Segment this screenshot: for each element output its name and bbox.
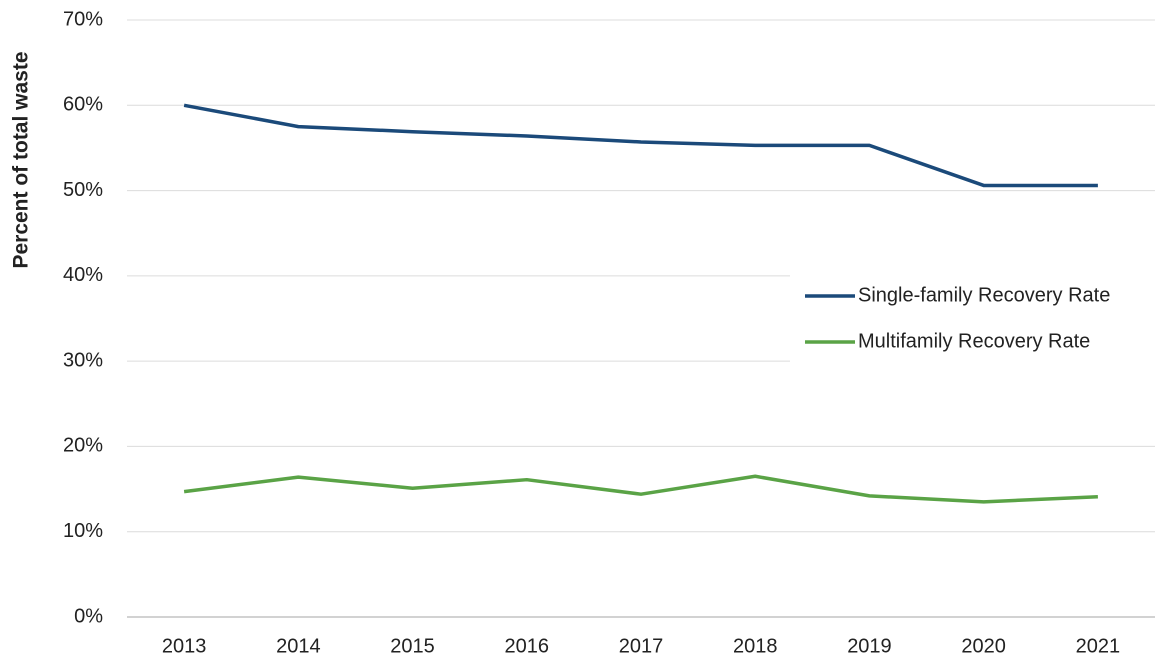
x-tick-label: 2016 xyxy=(505,635,550,657)
legend-label: Multifamily Recovery Rate xyxy=(858,330,1090,352)
x-tick-label: 2014 xyxy=(276,635,321,657)
legend-box xyxy=(790,270,1160,370)
x-tick-label: 2020 xyxy=(961,635,1006,657)
x-tick-label: 2019 xyxy=(847,635,892,657)
y-tick-label: 0% xyxy=(74,605,103,627)
legend-label: Single-family Recovery Rate xyxy=(858,284,1110,306)
y-tick-label: 30% xyxy=(63,349,103,371)
y-tick-label: 40% xyxy=(63,264,103,286)
y-axis-label: Percent of total waste xyxy=(10,51,33,268)
x-tick-label: 2017 xyxy=(619,635,664,657)
series-line xyxy=(183,474,1098,504)
y-tick-label: 20% xyxy=(63,435,103,457)
y-tick-label: 50% xyxy=(63,179,103,201)
y-tick-label: 60% xyxy=(63,94,103,116)
x-tick-label: 2018 xyxy=(733,635,778,657)
y-tick-label: 10% xyxy=(63,520,103,542)
series-line xyxy=(183,103,1098,188)
y-tick-label: 70% xyxy=(63,8,103,30)
x-tick-label: 2015 xyxy=(390,635,435,657)
x-tick-label: 2021 xyxy=(1076,635,1121,657)
x-tick-label: 2013 xyxy=(162,635,207,657)
